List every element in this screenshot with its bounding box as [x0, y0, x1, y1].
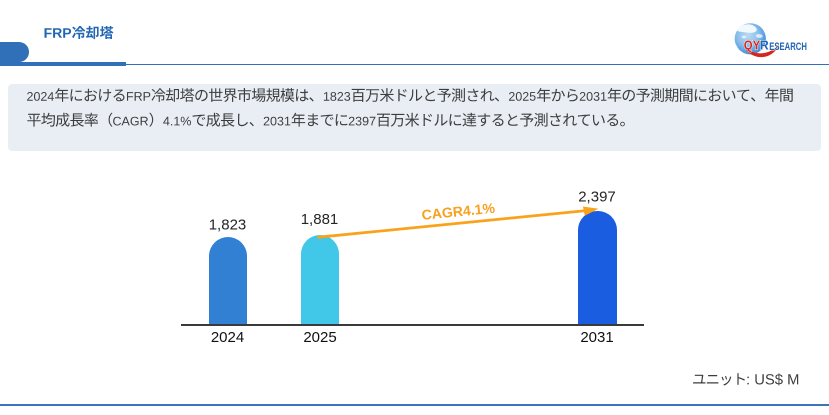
- svg-text:2025: 2025: [303, 329, 336, 346]
- svg-text:CAGR4.1%: CAGR4.1%: [421, 200, 496, 223]
- svg-text:QY: QY: [744, 37, 761, 52]
- svg-text:R: R: [760, 37, 769, 52]
- svg-text:2031: 2031: [580, 329, 613, 346]
- svg-text:2024: 2024: [211, 329, 244, 346]
- svg-text:2,397: 2,397: [578, 188, 616, 205]
- svg-text:1,823: 1,823: [209, 216, 247, 233]
- svg-text:1,881: 1,881: [301, 211, 339, 228]
- svg-text:ESEARCH: ESEARCH: [769, 41, 807, 53]
